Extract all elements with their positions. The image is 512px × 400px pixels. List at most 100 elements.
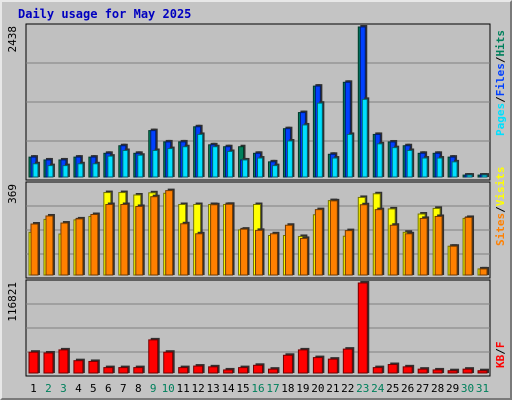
- bar-kb-day-22: [342, 347, 355, 374]
- day-label-17: 17: [266, 382, 279, 395]
- day-label-22: 22: [341, 382, 354, 395]
- bar-pages-day-1: [32, 161, 40, 178]
- day-label-31: 31: [476, 382, 489, 395]
- day-label-8: 8: [135, 382, 142, 395]
- bar-pages-day-2: [47, 163, 55, 178]
- bar-sites-day-15: [240, 227, 250, 276]
- day-label-26: 26: [401, 382, 414, 395]
- bar-sites-day-1: [30, 222, 40, 276]
- bar-sites-day-25: [389, 223, 400, 276]
- legend-kb: KB/F: [494, 342, 507, 369]
- bar-kb-day-23: [357, 281, 370, 374]
- bar-pages-day-31: [481, 173, 489, 178]
- bar-sites-day-11: [180, 221, 190, 276]
- day-label-13: 13: [206, 382, 219, 395]
- bar-kb-day-11: [178, 365, 190, 374]
- bar-kb-day-26: [402, 364, 415, 374]
- bar-sites-day-22: [344, 228, 355, 276]
- day-label-5: 5: [90, 382, 97, 395]
- bar-sites-day-18: [284, 223, 295, 276]
- bar-sites-day-12: [195, 231, 205, 276]
- bar-sites-day-9: [150, 194, 160, 276]
- bar-pages-day-6: [107, 154, 115, 178]
- bar-pages-day-23: [361, 97, 370, 178]
- day-label-30: 30: [461, 382, 474, 395]
- bar-pages-day-19: [301, 122, 310, 178]
- bar-sites-day-30: [464, 215, 475, 276]
- bar-pages-day-20: [316, 101, 325, 178]
- hits-files-pages-ymax-label: 2438: [6, 26, 19, 53]
- bar-kb-day-30: [462, 367, 475, 374]
- bar-kb-day-5: [88, 359, 100, 374]
- bar-pages-day-9: [152, 148, 160, 178]
- day-label-2: 2: [45, 382, 52, 395]
- bar-pages-day-12: [197, 132, 205, 178]
- bar-sites-day-29: [449, 244, 460, 276]
- bar-sites-day-8: [135, 204, 145, 276]
- bar-kb-day-2: [43, 350, 55, 374]
- bar-kb-day-19: [297, 347, 310, 374]
- bar-pages-day-7: [122, 148, 130, 178]
- bar-kb-day-9: [148, 337, 160, 374]
- day-label-18: 18: [281, 382, 294, 395]
- bar-sites-day-14: [225, 202, 235, 276]
- day-label-20: 20: [311, 382, 324, 395]
- bar-kb-day-24: [372, 365, 385, 374]
- visits-sites-ymax-label: 369: [6, 184, 19, 204]
- bar-kb-day-31: [477, 368, 489, 374]
- day-label-16: 16: [251, 382, 264, 395]
- day-label-23: 23: [356, 382, 369, 395]
- day-label-19: 19: [296, 382, 309, 395]
- bar-pages-day-11: [182, 144, 190, 178]
- bar-pages-day-14: [227, 149, 235, 178]
- day-label-29: 29: [446, 382, 459, 395]
- bar-pages-day-17: [271, 163, 280, 178]
- chart-title: Daily usage for May 2025: [18, 7, 192, 21]
- day-label-10: 10: [162, 382, 175, 395]
- bar-sites-day-24: [374, 207, 385, 276]
- bar-sites-day-16: [255, 228, 265, 276]
- day-label-21: 21: [326, 382, 339, 395]
- bar-kb-day-6: [103, 365, 115, 374]
- bar-kb-day-21: [327, 357, 340, 374]
- bar-pages-day-30: [466, 173, 475, 178]
- bar-sites-day-2: [45, 213, 55, 276]
- day-label-28: 28: [431, 382, 444, 395]
- bar-kb-day-28: [432, 367, 445, 374]
- bar-sites-day-10: [165, 188, 175, 276]
- day-label-15: 15: [236, 382, 249, 395]
- day-label-4: 4: [75, 382, 82, 395]
- bar-kb-day-7: [118, 365, 130, 374]
- bar-sites-day-23: [359, 202, 370, 276]
- bar-kb-day-25: [387, 362, 400, 374]
- bar-pages-day-16: [257, 156, 265, 178]
- bar-kb-day-10: [163, 350, 175, 374]
- bar-kb-day-29: [447, 368, 460, 374]
- day-label-27: 27: [416, 382, 429, 395]
- bar-kb-day-20: [312, 355, 325, 374]
- bar-kb-day-18: [282, 353, 295, 374]
- bar-sites-day-6: [105, 202, 115, 276]
- bar-sites-day-28: [434, 214, 445, 276]
- bar-pages-day-24: [376, 141, 385, 178]
- bar-kb-day-12: [193, 364, 205, 374]
- bar-kb-day-17: [267, 367, 280, 374]
- bar-pages-day-29: [451, 159, 460, 178]
- day-label-9: 9: [150, 382, 157, 395]
- bar-sites-day-19: [299, 236, 310, 276]
- day-label-24: 24: [371, 382, 385, 395]
- day-label-3: 3: [60, 382, 67, 395]
- bar-sites-day-3: [60, 221, 70, 276]
- bar-pages-day-22: [346, 132, 355, 178]
- bar-kb-day-14: [223, 367, 235, 374]
- bar-pages-day-28: [436, 156, 445, 178]
- bar-kb-day-16: [253, 363, 265, 374]
- bar-pages-day-13: [212, 144, 220, 178]
- bar-kb-day-4: [73, 358, 85, 374]
- bar-pages-day-4: [77, 161, 85, 178]
- bar-sites-day-27: [419, 216, 430, 276]
- bar-pages-day-10: [167, 146, 175, 178]
- bar-pages-day-25: [391, 145, 400, 178]
- bar-pages-day-26: [406, 148, 415, 178]
